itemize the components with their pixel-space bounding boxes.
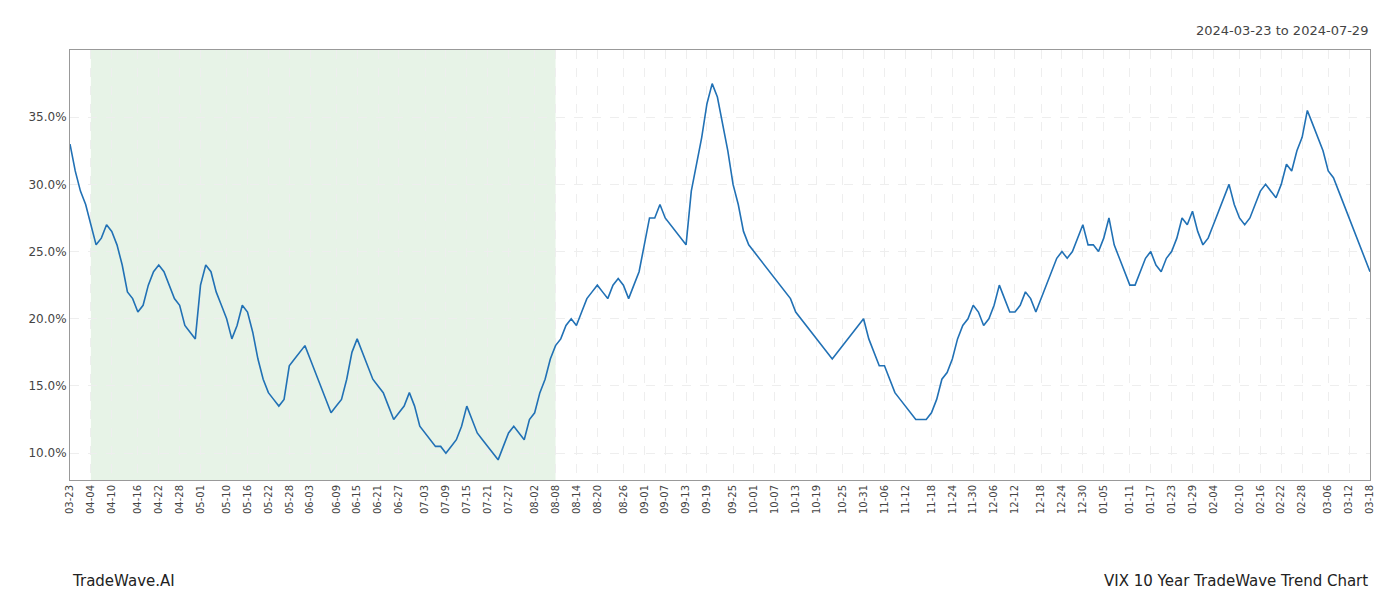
svg-text:30.0%: 30.0% (28, 178, 66, 192)
svg-text:10-19: 10-19 (811, 485, 822, 514)
svg-text:12-12: 12-12 (1009, 485, 1020, 514)
svg-text:11-24: 11-24 (947, 485, 958, 514)
svg-text:04-04: 04-04 (85, 485, 96, 514)
svg-text:2024-03-23 to 2024-07-29: 2024-03-23 to 2024-07-29 (1196, 23, 1368, 38)
svg-text:09-13: 09-13 (680, 485, 691, 514)
svg-text:11-30: 11-30 (967, 485, 978, 514)
svg-text:25.0%: 25.0% (28, 245, 66, 259)
svg-text:10-31: 10-31 (858, 485, 869, 514)
svg-text:06-09: 06-09 (331, 485, 342, 514)
svg-text:06-27: 06-27 (393, 485, 404, 514)
svg-text:08-26: 08-26 (618, 485, 629, 514)
svg-text:04-22: 04-22 (153, 485, 164, 514)
svg-text:05-16: 05-16 (242, 485, 253, 514)
svg-text:12-30: 12-30 (1077, 485, 1088, 514)
svg-text:10-07: 10-07 (769, 485, 780, 514)
svg-text:07-21: 07-21 (482, 485, 493, 514)
svg-text:04-28: 04-28 (174, 485, 185, 514)
svg-text:02-22: 02-22 (1275, 485, 1286, 514)
svg-text:05-28: 05-28 (284, 485, 295, 514)
svg-text:01-23: 01-23 (1166, 485, 1177, 514)
svg-text:07-15: 07-15 (461, 485, 472, 514)
svg-text:VIX 10 Year TradeWave Trend Ch: VIX 10 Year TradeWave Trend Chart (1104, 572, 1368, 590)
svg-text:02-16: 02-16 (1255, 485, 1266, 514)
svg-text:02-28: 02-28 (1296, 485, 1307, 514)
svg-text:04-16: 04-16 (132, 485, 143, 514)
svg-text:01-05: 01-05 (1098, 485, 1109, 514)
svg-text:12-18: 12-18 (1035, 485, 1046, 514)
svg-text:20.0%: 20.0% (28, 312, 66, 326)
svg-text:09-19: 09-19 (701, 485, 712, 514)
svg-text:10.0%: 10.0% (28, 446, 66, 460)
svg-text:11-06: 11-06 (879, 485, 890, 514)
svg-text:05-01: 05-01 (195, 485, 206, 514)
svg-text:09-01: 09-01 (639, 485, 650, 514)
svg-text:06-21: 06-21 (372, 485, 383, 514)
svg-text:12-24: 12-24 (1056, 485, 1067, 514)
svg-text:03-23: 03-23 (64, 485, 75, 514)
svg-text:11-12: 11-12 (900, 485, 911, 514)
svg-text:09-07: 09-07 (659, 485, 670, 514)
svg-text:01-17: 01-17 (1145, 485, 1156, 514)
svg-text:02-10: 02-10 (1234, 485, 1245, 514)
svg-text:05-10: 05-10 (221, 485, 232, 514)
svg-text:04-10: 04-10 (106, 485, 117, 514)
svg-text:01-29: 01-29 (1187, 485, 1198, 514)
svg-text:06-15: 06-15 (351, 485, 362, 514)
svg-text:08-20: 08-20 (592, 485, 603, 514)
svg-text:08-14: 08-14 (571, 485, 582, 514)
svg-text:06-03: 06-03 (304, 485, 315, 514)
svg-text:07-09: 07-09 (440, 485, 451, 514)
svg-text:07-27: 07-27 (503, 485, 514, 514)
svg-text:10-25: 10-25 (837, 485, 848, 514)
svg-text:08-02: 08-02 (529, 485, 540, 514)
svg-text:09-25: 09-25 (727, 485, 738, 514)
svg-text:03-06: 03-06 (1322, 485, 1333, 514)
svg-text:10-13: 10-13 (790, 485, 801, 514)
svg-text:12-06: 12-06 (988, 485, 999, 514)
svg-text:03-18: 03-18 (1364, 485, 1375, 514)
svg-text:35.0%: 35.0% (28, 110, 66, 124)
svg-text:05-22: 05-22 (263, 485, 274, 514)
svg-text:07-03: 07-03 (419, 485, 430, 514)
svg-text:TradeWave.AI: TradeWave.AI (72, 572, 175, 590)
svg-text:01-11: 01-11 (1124, 485, 1135, 514)
svg-text:08-08: 08-08 (550, 485, 561, 514)
svg-text:03-12: 03-12 (1343, 485, 1354, 514)
svg-text:11-18: 11-18 (926, 485, 937, 514)
svg-text:02-04: 02-04 (1208, 485, 1219, 514)
svg-text:10-01: 10-01 (748, 485, 759, 514)
svg-text:15.0%: 15.0% (28, 379, 66, 393)
